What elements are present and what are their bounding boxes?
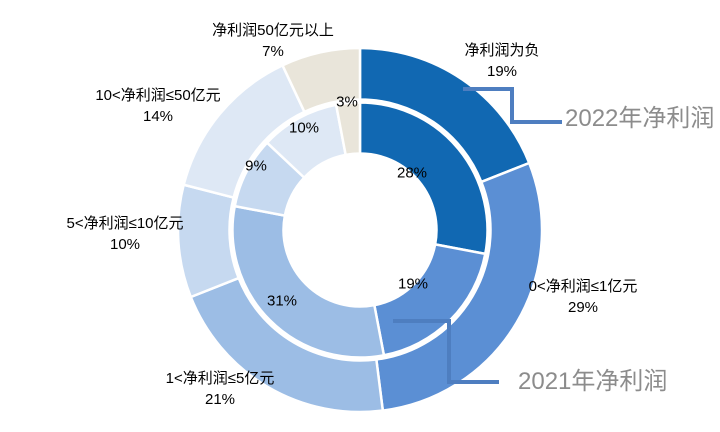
segment-inner-5 bbox=[334, 101, 362, 157]
category-label-5: 净利润50亿元以上 7% bbox=[212, 20, 334, 62]
segment-outer-3 bbox=[176, 183, 240, 299]
inner-value-label-3: 9% bbox=[245, 157, 267, 175]
category-label-1: 0<净利润≤1亿元 29% bbox=[529, 276, 638, 318]
inner-value-label-4: 10% bbox=[288, 119, 320, 137]
inner-value-label-0: 28% bbox=[396, 164, 428, 182]
series-label-2022: 2022年净利润 bbox=[565, 105, 715, 132]
category-label-2: 1<净利润≤5亿元 21% bbox=[166, 368, 275, 410]
category-outer-value: 21% bbox=[204, 391, 236, 408]
segment-outer-1 bbox=[375, 161, 544, 412]
segment-inner-2 bbox=[231, 204, 386, 359]
inner-value-label-2: 31% bbox=[266, 292, 298, 310]
category-label-3: 5<净利润≤10亿元 10% bbox=[66, 213, 183, 255]
inner-value-label-5: 3% bbox=[336, 93, 358, 111]
category-outer-value: 7% bbox=[262, 43, 284, 60]
category-outer-value: 10% bbox=[109, 236, 141, 253]
category-name: 净利润为负 bbox=[464, 42, 540, 59]
category-outer-value: 19% bbox=[486, 63, 518, 80]
inner-value-label-1: 19% bbox=[397, 275, 429, 293]
series-label-2021: 2021年净利润 bbox=[518, 368, 668, 395]
category-name: 10<净利润≤50亿元 bbox=[95, 87, 221, 104]
category-name: 1<净利润≤5亿元 bbox=[165, 370, 275, 387]
category-name: 0<净利润≤1亿元 bbox=[528, 278, 638, 295]
category-outer-value: 29% bbox=[567, 299, 599, 316]
donut-rings bbox=[176, 46, 544, 414]
segment-outer-5 bbox=[281, 46, 362, 114]
segment-inner-0 bbox=[358, 101, 489, 256]
category-name: 净利润50亿元以上 bbox=[212, 22, 334, 39]
category-name: 5<净利润≤10亿元 bbox=[66, 215, 184, 232]
category-label-4: 10<净利润≤50亿元 14% bbox=[95, 85, 220, 127]
category-outer-value: 14% bbox=[142, 108, 174, 125]
callout-connector-2022 bbox=[463, 87, 562, 124]
category-label-0: 净利润为负 19% bbox=[464, 40, 539, 82]
callout-connector-2021 bbox=[393, 319, 499, 384]
